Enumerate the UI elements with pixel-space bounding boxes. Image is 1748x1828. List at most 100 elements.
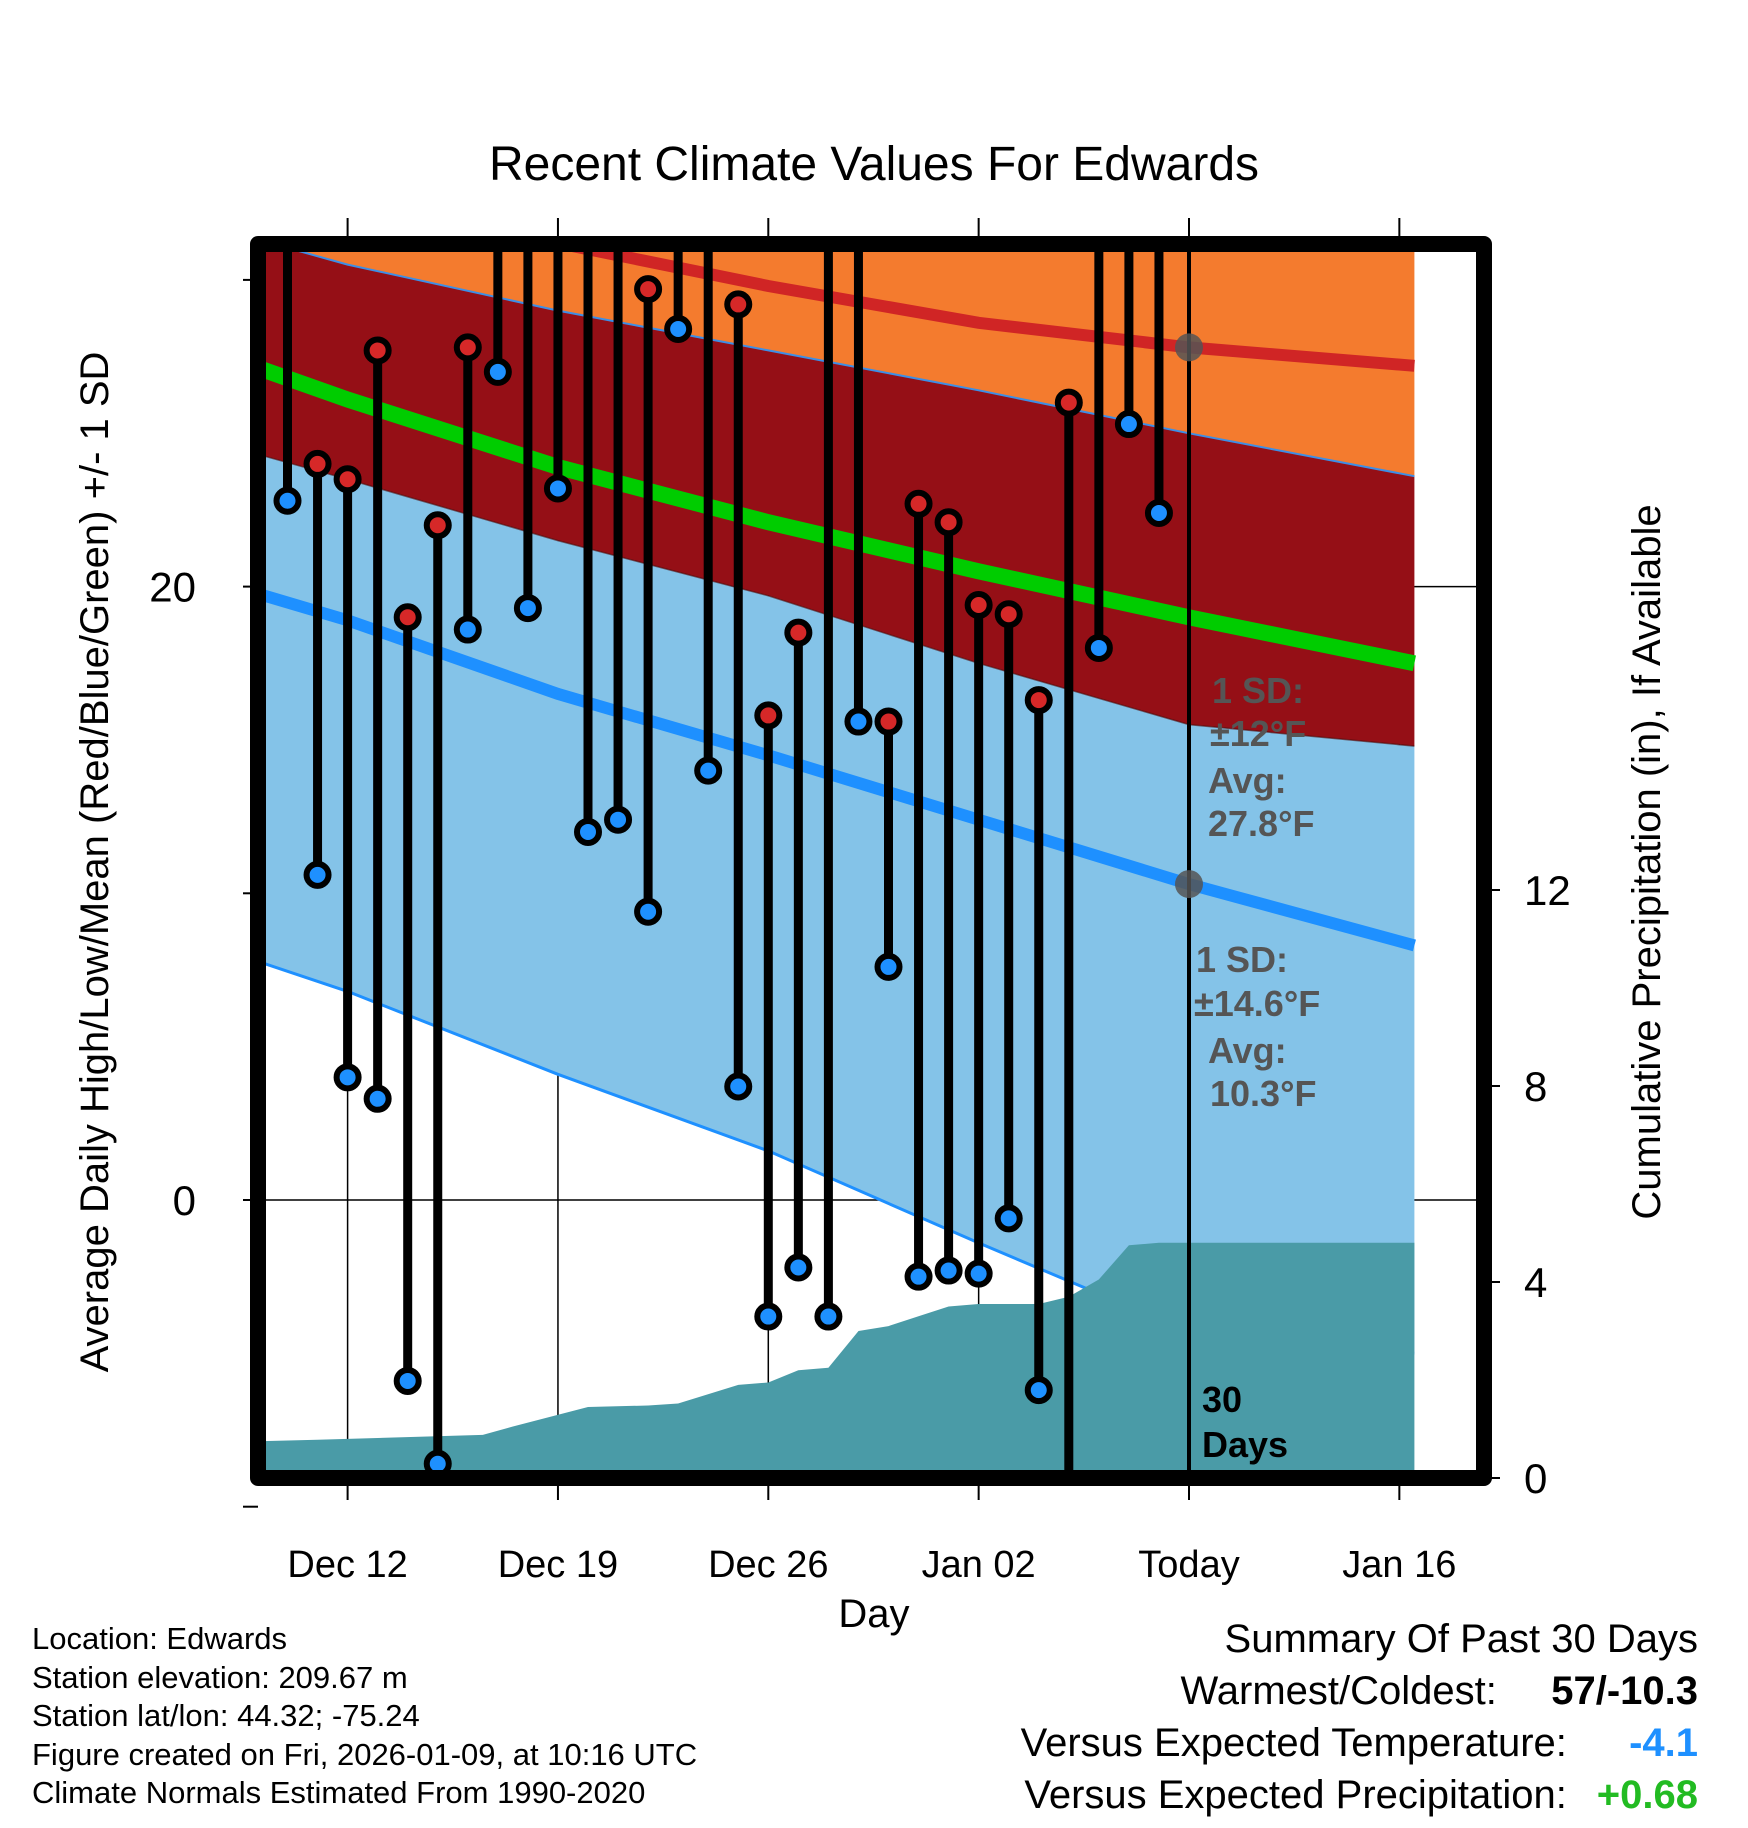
y-tick-label: 20 [149, 564, 196, 611]
daily-high-point [453, 333, 482, 362]
elevation-text: Station elevation: 209.67 m [32, 1659, 408, 1695]
y2-tick-label: 4 [1524, 1259, 1547, 1306]
summary-warmest-row: Warmest/Coldest: 57/-10.3 [1021, 1665, 1699, 1717]
daily-high-point [874, 707, 903, 736]
x-axis-label: Day [838, 1592, 909, 1636]
x-tick-label: Dec 12 [287, 1544, 407, 1586]
low-sd-label: 1 SD: [1196, 939, 1288, 980]
daily-low-point [1024, 1376, 1053, 1405]
daily-low-point [1058, 1505, 1080, 1527]
precip-area [258, 1242, 1415, 1478]
daily-low-point [724, 1072, 753, 1101]
daily-low-point [333, 1063, 362, 1092]
x-tick-label: Dec 26 [708, 1544, 828, 1586]
x-tick-label: Jan 02 [922, 1544, 1036, 1586]
created-text: Figure created on Fri, 2026-01-09, at 10… [32, 1736, 698, 1772]
daily-low-point [844, 707, 873, 736]
location-text: Location: Edwards [32, 1621, 288, 1656]
daily-low-point [1144, 498, 1173, 527]
low-avg-value: 10.3°F [1210, 1073, 1316, 1114]
daily-high-point [667, 116, 689, 138]
high-avg-value: 27.8°F [1208, 803, 1314, 844]
daily-low-point [303, 860, 332, 889]
daily-low-point [273, 486, 302, 515]
daily-high-point [303, 449, 332, 478]
low-sd-value: ±14.6°F [1194, 983, 1320, 1024]
station-info: Location: Edwards Station elevation: 209… [32, 1620, 697, 1813]
summary-panel: Summary Of Past 30 Days Warmest/Coldest:… [1021, 1613, 1698, 1821]
daily-low-point [754, 1302, 783, 1331]
high-avg-label: Avg: [1208, 760, 1287, 801]
y2-tick-label: 8 [1524, 1063, 1547, 1110]
daily-low-point [543, 474, 572, 503]
daily-low-point [874, 952, 903, 981]
daily-high-point [904, 489, 933, 518]
daily-low-point [694, 756, 723, 785]
normals-text: Climate Normals Estimated From 1990-2020 [32, 1775, 646, 1810]
x-tick-label: Dec 19 [498, 1544, 618, 1586]
daily-high-point [393, 603, 422, 632]
daily-low-point [784, 1253, 813, 1282]
daily-high-point [724, 290, 753, 319]
warmest-coldest-label: Warmest/Coldest: [1180, 1669, 1497, 1713]
daily-low-point [453, 615, 482, 644]
daily-low-point [904, 1262, 933, 1291]
daily-low-point [664, 314, 693, 343]
precip-departure-label: Versus Expected Precipitation: [1024, 1773, 1567, 1817]
daily-high-point [784, 618, 813, 647]
daily-high-point [577, 48, 599, 70]
daily-low-point [513, 594, 542, 623]
temp-departure-value: -4.1 [1629, 1721, 1698, 1765]
daily-high-point [363, 336, 392, 365]
plot-frame [250, 236, 1492, 1486]
daily-high-point [423, 511, 452, 540]
daily-high-point [1054, 388, 1083, 417]
high-sd-value: ±12°F [1210, 713, 1306, 754]
x-tick-label: Jan 16 [1342, 1544, 1456, 1586]
warmest-coldest-value: 57/-10.3 [1551, 1669, 1698, 1713]
daily-low-point [574, 817, 602, 846]
daily-low-point [964, 1259, 993, 1288]
temp-departure-label: Versus Expected Temperature: [1020, 1721, 1567, 1765]
high-plus-sd-line [182, 0, 1414, 4]
daily-high-point [333, 465, 362, 494]
low-avg-label: Avg: [1208, 1030, 1287, 1071]
daily-low-point [1084, 633, 1113, 662]
daily-low-point [363, 1084, 392, 1113]
chart-title: Recent Climate Values For Edwards [489, 138, 1259, 191]
y2-tick-label: 12 [1524, 867, 1571, 914]
daily-high-point [607, 8, 629, 30]
today-low-avg-marker [1175, 870, 1203, 899]
daily-high-point [1148, 57, 1170, 79]
daily-high-point [964, 591, 993, 620]
daily-low-point [483, 357, 512, 386]
daily-high-point [487, 0, 509, 9]
daily-high-point [277, 177, 299, 199]
daily-low-point [604, 805, 633, 834]
period-number: 30 [1202, 1379, 1242, 1420]
overlap-band [258, 244, 1415, 747]
daily-high-point [634, 275, 663, 304]
x-tick-label: Today [1138, 1544, 1239, 1586]
summary-temp-row: Versus Expected Temperature: -4.1 [1021, 1717, 1698, 1769]
summary-precip-row: Versus Expected Precipitation: +0.68 [1021, 1769, 1698, 1821]
daily-low-point [934, 1256, 963, 1285]
daily-high-point [934, 508, 963, 537]
y-axis-label: Average Daily High/Low/Mean (Red/Blue/Gr… [73, 352, 117, 1373]
daily-high-point [1024, 686, 1053, 715]
latlon-text: Station lat/lon: 44.32; -75.24 [32, 1698, 420, 1733]
precip-departure-value: +0.68 [1596, 1773, 1698, 1817]
y-tick-label: 0 [173, 1177, 196, 1224]
y2-tick-label: 0 [1524, 1455, 1547, 1502]
y2-axis-label: Cumulative Precipitation (in), If Availa… [1625, 504, 1669, 1219]
summary-title: Summary Of Past 30 Days [1224, 1617, 1698, 1661]
daily-high-point [994, 600, 1023, 629]
daily-low-point [634, 897, 663, 926]
daily-low-point [1114, 410, 1143, 439]
daily-low-point [393, 1366, 422, 1395]
low-normal-band [258, 454, 1415, 1354]
daily-low-point [814, 1302, 843, 1331]
